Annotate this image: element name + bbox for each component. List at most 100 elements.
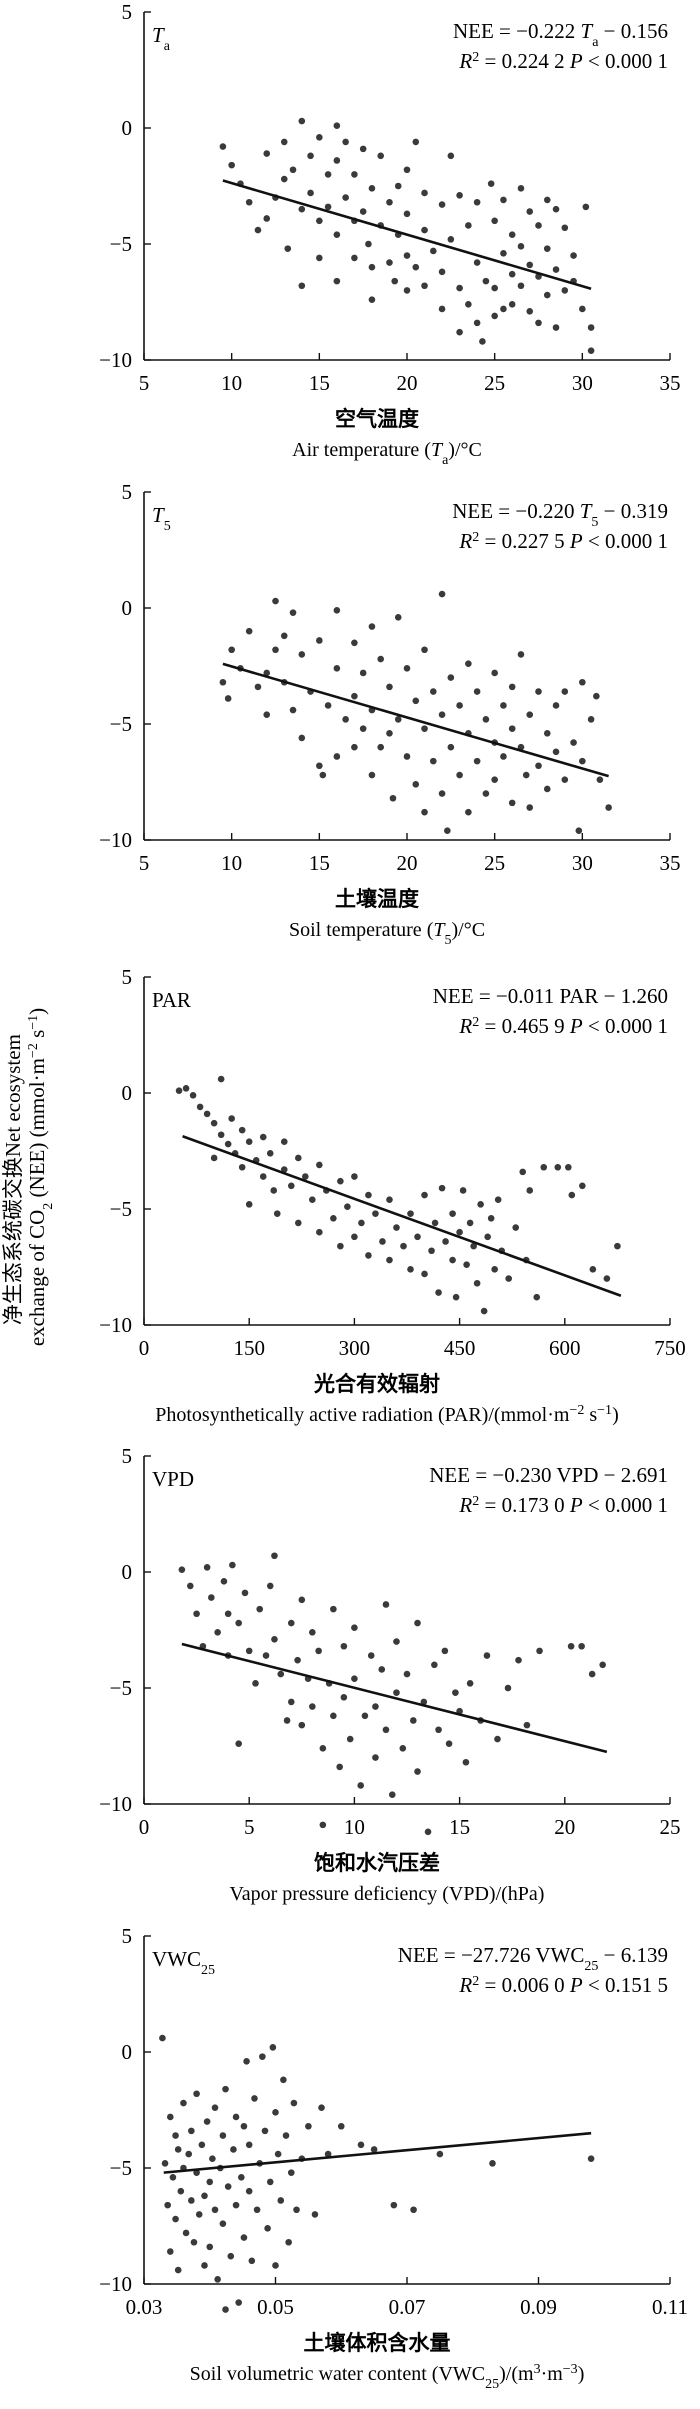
data-point bbox=[263, 150, 271, 157]
data-point bbox=[435, 1289, 442, 1296]
data-point bbox=[186, 1582, 194, 1590]
data-point bbox=[318, 2104, 325, 2111]
data-point bbox=[238, 1163, 246, 1171]
data-point bbox=[346, 1735, 354, 1743]
y-tick-label: 0 bbox=[122, 116, 133, 140]
data-point bbox=[430, 757, 437, 765]
x-tick-label: 0.03 bbox=[126, 2295, 163, 2319]
data-point bbox=[294, 1656, 301, 1664]
y-axis-label: 净生态系统碳交换Net ecosystem exchange of CO2 (N… bbox=[1, 1008, 56, 1346]
x-tick-label: 25 bbox=[484, 371, 505, 395]
data-point bbox=[361, 1712, 369, 1720]
data-point bbox=[272, 646, 279, 654]
data-point bbox=[238, 1126, 246, 1134]
data-point bbox=[188, 2197, 195, 2204]
data-point bbox=[245, 1647, 253, 1655]
data-point bbox=[219, 2220, 227, 2227]
data-point bbox=[248, 2257, 256, 2265]
data-point bbox=[167, 2248, 174, 2255]
data-point bbox=[230, 2146, 237, 2153]
data-point bbox=[357, 2141, 365, 2149]
data-point bbox=[298, 205, 306, 213]
data-point bbox=[526, 804, 534, 811]
data-point bbox=[228, 161, 235, 169]
y-tick-label: 5 bbox=[122, 0, 133, 24]
data-point bbox=[245, 1138, 253, 1146]
data-point bbox=[515, 1656, 522, 1664]
data-point bbox=[394, 613, 402, 621]
data-point bbox=[565, 1163, 572, 1171]
x-tick-label: 300 bbox=[339, 1336, 371, 1360]
regression-stats: R2 = 0.173 0 P < 0.000 1 bbox=[458, 1493, 668, 1517]
data-point bbox=[169, 2173, 177, 2181]
data-point bbox=[224, 1610, 232, 1618]
data-point bbox=[311, 2211, 319, 2218]
data-point bbox=[543, 729, 551, 737]
data-point bbox=[235, 1740, 242, 1747]
x-axis-label-chinese: 光合有效辐射 bbox=[313, 1372, 440, 1396]
y-tick-label: −5 bbox=[110, 1676, 132, 1700]
data-point bbox=[351, 1624, 358, 1631]
x-axis-label-english: Vapor pressure deficiency (VPD)/(hPa) bbox=[230, 1883, 545, 1905]
data-point bbox=[224, 1140, 232, 1148]
data-point bbox=[424, 1828, 432, 1836]
data-point bbox=[430, 247, 437, 255]
data-point bbox=[526, 208, 534, 215]
data-point bbox=[412, 138, 420, 146]
data-point bbox=[386, 1196, 393, 1204]
data-point bbox=[588, 1670, 596, 1678]
data-point bbox=[456, 771, 463, 779]
data-point bbox=[253, 2206, 261, 2214]
data-point bbox=[367, 1652, 375, 1659]
data-point bbox=[316, 762, 323, 770]
x-tick-label: 0 bbox=[139, 1336, 150, 1360]
data-point bbox=[491, 217, 498, 225]
y-tick-label: −5 bbox=[110, 1197, 132, 1221]
x-tick-label: 35 bbox=[660, 371, 681, 395]
data-point bbox=[298, 1721, 306, 1729]
data-point bbox=[232, 2113, 240, 2121]
data-point bbox=[482, 277, 490, 285]
data-point bbox=[561, 776, 569, 783]
data-point bbox=[305, 2122, 312, 2130]
data-point bbox=[319, 1821, 327, 1829]
x-axis-label-chinese: 饱和水汽压差 bbox=[314, 1851, 440, 1875]
data-point bbox=[238, 2173, 245, 2181]
data-point bbox=[161, 2160, 169, 2167]
data-point bbox=[491, 669, 498, 677]
x-tick-label: 150 bbox=[233, 1336, 265, 1360]
data-point bbox=[500, 753, 507, 760]
data-point bbox=[614, 1242, 621, 1250]
data-point bbox=[333, 277, 341, 285]
data-point bbox=[403, 753, 411, 760]
data-point bbox=[324, 702, 332, 709]
data-point bbox=[579, 678, 586, 686]
data-point bbox=[482, 716, 490, 723]
data-point bbox=[438, 201, 446, 208]
data-point bbox=[403, 252, 411, 259]
data-point bbox=[508, 270, 516, 278]
data-point bbox=[219, 2132, 227, 2139]
y-tick-label: −10 bbox=[99, 1313, 132, 1337]
data-point bbox=[298, 1596, 306, 1604]
data-point bbox=[340, 1693, 348, 1701]
data-point bbox=[575, 827, 583, 835]
data-point bbox=[219, 678, 227, 686]
x-tick-label: 25 bbox=[660, 1815, 681, 1839]
regression-line bbox=[182, 1135, 622, 1297]
x-tick-label: 10 bbox=[344, 1815, 365, 1839]
data-point bbox=[479, 338, 486, 345]
data-point bbox=[379, 1238, 386, 1245]
data-point bbox=[368, 263, 376, 271]
data-point bbox=[365, 1252, 372, 1259]
x-tick-label: 15 bbox=[309, 371, 330, 395]
data-point bbox=[465, 808, 472, 816]
data-point bbox=[526, 307, 534, 315]
data-point bbox=[280, 138, 288, 146]
data-point bbox=[394, 716, 402, 723]
data-point bbox=[307, 189, 314, 197]
data-point bbox=[211, 2104, 219, 2111]
x-tick-label: 35 bbox=[660, 851, 681, 875]
data-point bbox=[540, 1163, 548, 1171]
data-point bbox=[447, 674, 455, 681]
